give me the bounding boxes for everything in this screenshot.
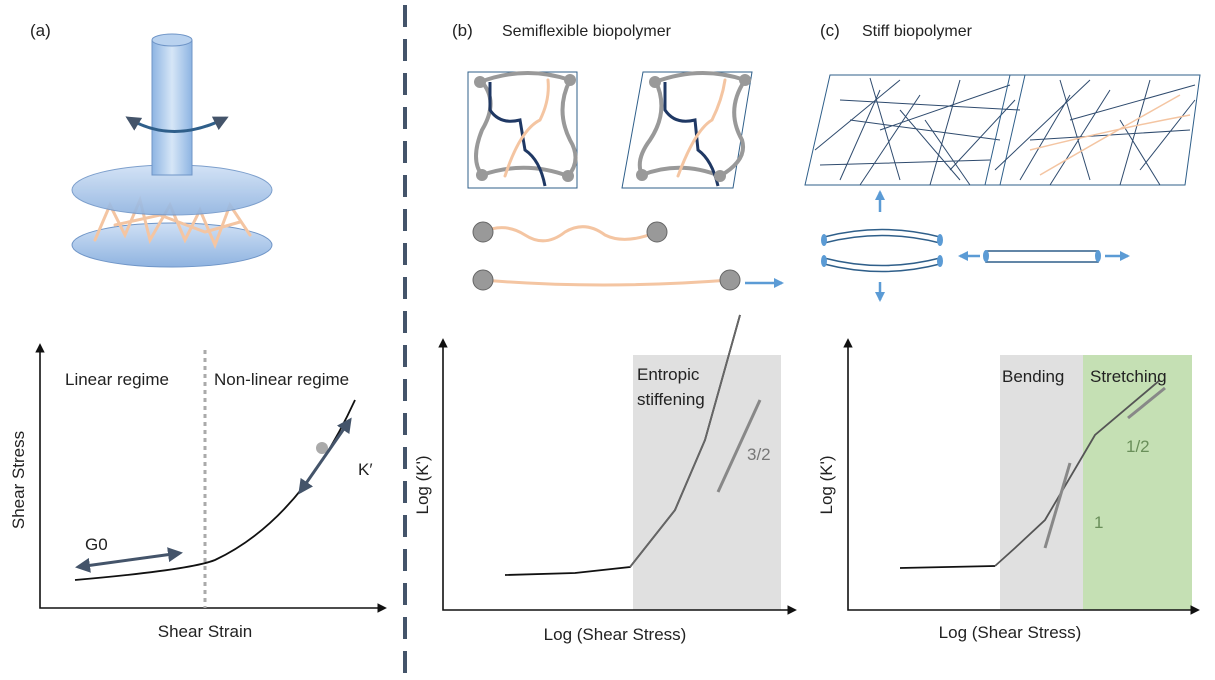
panel-label: (a) [30,21,51,40]
panel-title: Semiflexible biopolymer [502,23,672,40]
y-axis-label: Log (K') [413,456,432,515]
panel-label: (b) [452,21,473,40]
figure: (a) Linear regime Non-linear regime K′ G… [0,0,1215,680]
slope-label: 1/2 [1126,437,1150,456]
y-axis-label: Shear Stress [9,431,28,529]
region-label: stiffening [637,390,705,409]
x-axis-label: Shear Strain [158,622,253,641]
slope-label: 3/2 [747,445,771,464]
regime-label: Linear regime [65,370,169,389]
x-axis-label: Log (Shear Stress) [544,625,687,644]
panel-label: (c) [820,21,840,40]
network-c [805,75,1200,300]
panel-title: Stiff biopolymer [862,23,973,40]
region-label: Bending [1002,367,1064,386]
plot-b: Entropic stiffening 3/2 Log (K') Log (Sh… [413,315,795,644]
network-b [468,72,782,290]
regime-label: Non-linear regime [214,370,349,389]
slope-label: 1 [1094,513,1103,532]
x-axis-label: Log (Shear Stress) [939,623,1082,642]
region-label: Entropic [637,365,700,384]
y-axis-label: Log (K') [817,456,836,515]
annotation: G0 [85,535,108,554]
annotation: K′ [358,460,373,479]
rheometer [72,34,272,267]
plot-c: Bending Stretching 1/2 1 Log (K') Log (S… [817,340,1198,642]
plot-a: Linear regime Non-linear regime K′ G0 Sh… [9,345,385,641]
region-label: Stretching [1090,367,1167,386]
